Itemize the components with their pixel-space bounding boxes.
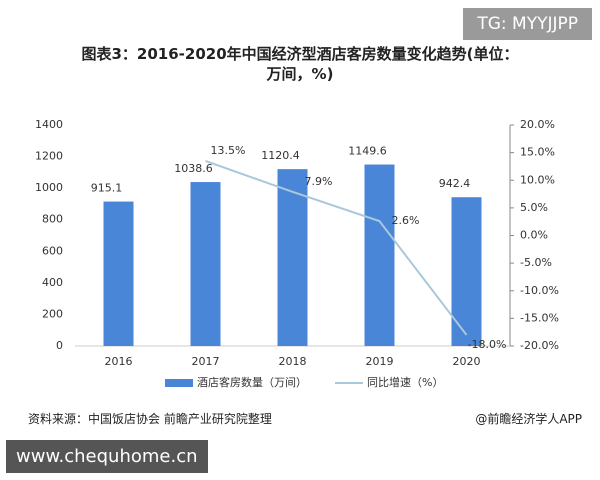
y2-tick-label: -5.0%: [520, 256, 552, 269]
y2-tick-label: 0.0%: [520, 229, 548, 242]
line-value-label: 13.5%: [211, 144, 246, 157]
y-tick-label: 1400: [35, 118, 63, 131]
x-tick-label: 2017: [192, 355, 220, 368]
y2-tick-label: -10.0%: [520, 284, 559, 297]
x-tick-label: 2018: [279, 355, 307, 368]
watermark: TG: MYYJJPP: [463, 8, 592, 40]
y2-tick-label: -15.0%: [520, 311, 559, 324]
y-tick-label: 600: [42, 244, 63, 257]
y-tick-label: 200: [42, 307, 63, 320]
legend-label: 同比增速（%）: [367, 375, 443, 389]
bar: [277, 169, 308, 346]
line-value-label: 7.9%: [305, 175, 333, 188]
y2-tick-label: 20.0%: [520, 118, 555, 131]
growth-line: [205, 159, 468, 336]
y2-tick-label: 10.0%: [520, 173, 555, 186]
x-tick-label: 2020: [453, 355, 481, 368]
bar: [103, 201, 134, 346]
bar: [451, 197, 482, 346]
y-tick-label: 1000: [35, 181, 63, 194]
source: 资料来源：中国饭店协会 前瞻产业研究院整理: [28, 412, 272, 426]
legend-swatch: [165, 379, 193, 387]
website: www.chequhome.cn: [6, 440, 208, 473]
y2-tick-label: 15.0%: [520, 146, 555, 159]
y2-tick-label: 5.0%: [520, 201, 548, 214]
bar-value-label: 1038.6: [174, 162, 213, 175]
legend-label: 酒店客房数量（万间）: [197, 375, 307, 389]
y2-tick-label: -20.0%: [520, 339, 559, 352]
bar-value-label: 1149.6: [348, 145, 387, 158]
bar: [190, 182, 221, 346]
chart-title: 图表3：2016-2020年中国经济型酒店客房数量变化趋势(单位：万间，%): [81, 45, 519, 83]
x-tick-label: 2016: [105, 355, 133, 368]
credit: @前瞻经济学人APP: [475, 412, 582, 426]
bar-value-label: 1120.4: [261, 149, 300, 162]
y-tick-label: 800: [42, 213, 63, 226]
y-tick-label: 400: [42, 276, 63, 289]
line-value-label: 2.6%: [392, 214, 420, 227]
x-tick-label: 2019: [366, 355, 394, 368]
bar-value-label: 942.4: [439, 177, 471, 190]
bar: [364, 164, 395, 346]
bar-value-label: 915.1: [91, 182, 123, 195]
line-value-label: -18.0%: [468, 338, 507, 351]
y-tick-label: 0: [56, 339, 63, 352]
y-tick-label: 1200: [35, 150, 63, 163]
